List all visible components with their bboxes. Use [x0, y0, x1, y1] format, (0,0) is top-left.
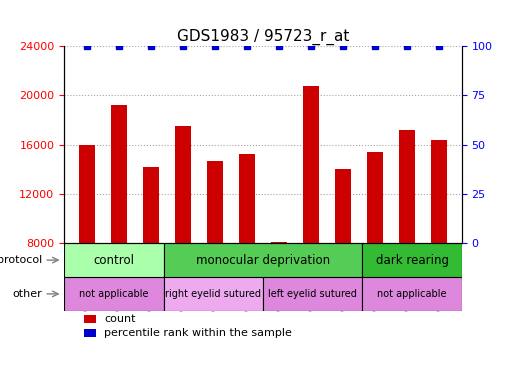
Text: other: other [13, 289, 43, 299]
FancyBboxPatch shape [362, 243, 462, 277]
Bar [84, 315, 96, 323]
Bar [367, 152, 383, 342]
Text: percentile rank within the sample: percentile rank within the sample [104, 328, 292, 338]
Bar [143, 167, 159, 342]
FancyBboxPatch shape [164, 243, 362, 277]
Text: protocol: protocol [0, 255, 43, 265]
Bar [239, 154, 255, 342]
Text: control: control [93, 253, 134, 266]
Text: monocular deprivation: monocular deprivation [196, 253, 330, 266]
Bar [399, 130, 415, 342]
FancyBboxPatch shape [362, 277, 462, 311]
Text: right eyelid sutured: right eyelid sutured [165, 289, 261, 299]
Title: GDS1983 / 95723_r_at: GDS1983 / 95723_r_at [176, 28, 349, 45]
Bar [175, 126, 191, 342]
Bar [271, 242, 287, 342]
Bar [78, 145, 94, 342]
FancyBboxPatch shape [64, 243, 164, 277]
Bar [111, 105, 127, 342]
Bar [84, 329, 96, 337]
Text: dark rearing: dark rearing [376, 253, 448, 266]
Bar [431, 140, 447, 342]
Bar [207, 161, 223, 342]
Text: not applicable: not applicable [79, 289, 149, 299]
FancyBboxPatch shape [164, 277, 263, 311]
FancyBboxPatch shape [64, 277, 164, 311]
FancyBboxPatch shape [263, 277, 362, 311]
Text: count: count [104, 314, 135, 324]
Bar [335, 169, 351, 342]
Bar [303, 86, 319, 342]
Text: left eyelid sutured: left eyelid sutured [268, 289, 357, 299]
Text: not applicable: not applicable [377, 289, 447, 299]
